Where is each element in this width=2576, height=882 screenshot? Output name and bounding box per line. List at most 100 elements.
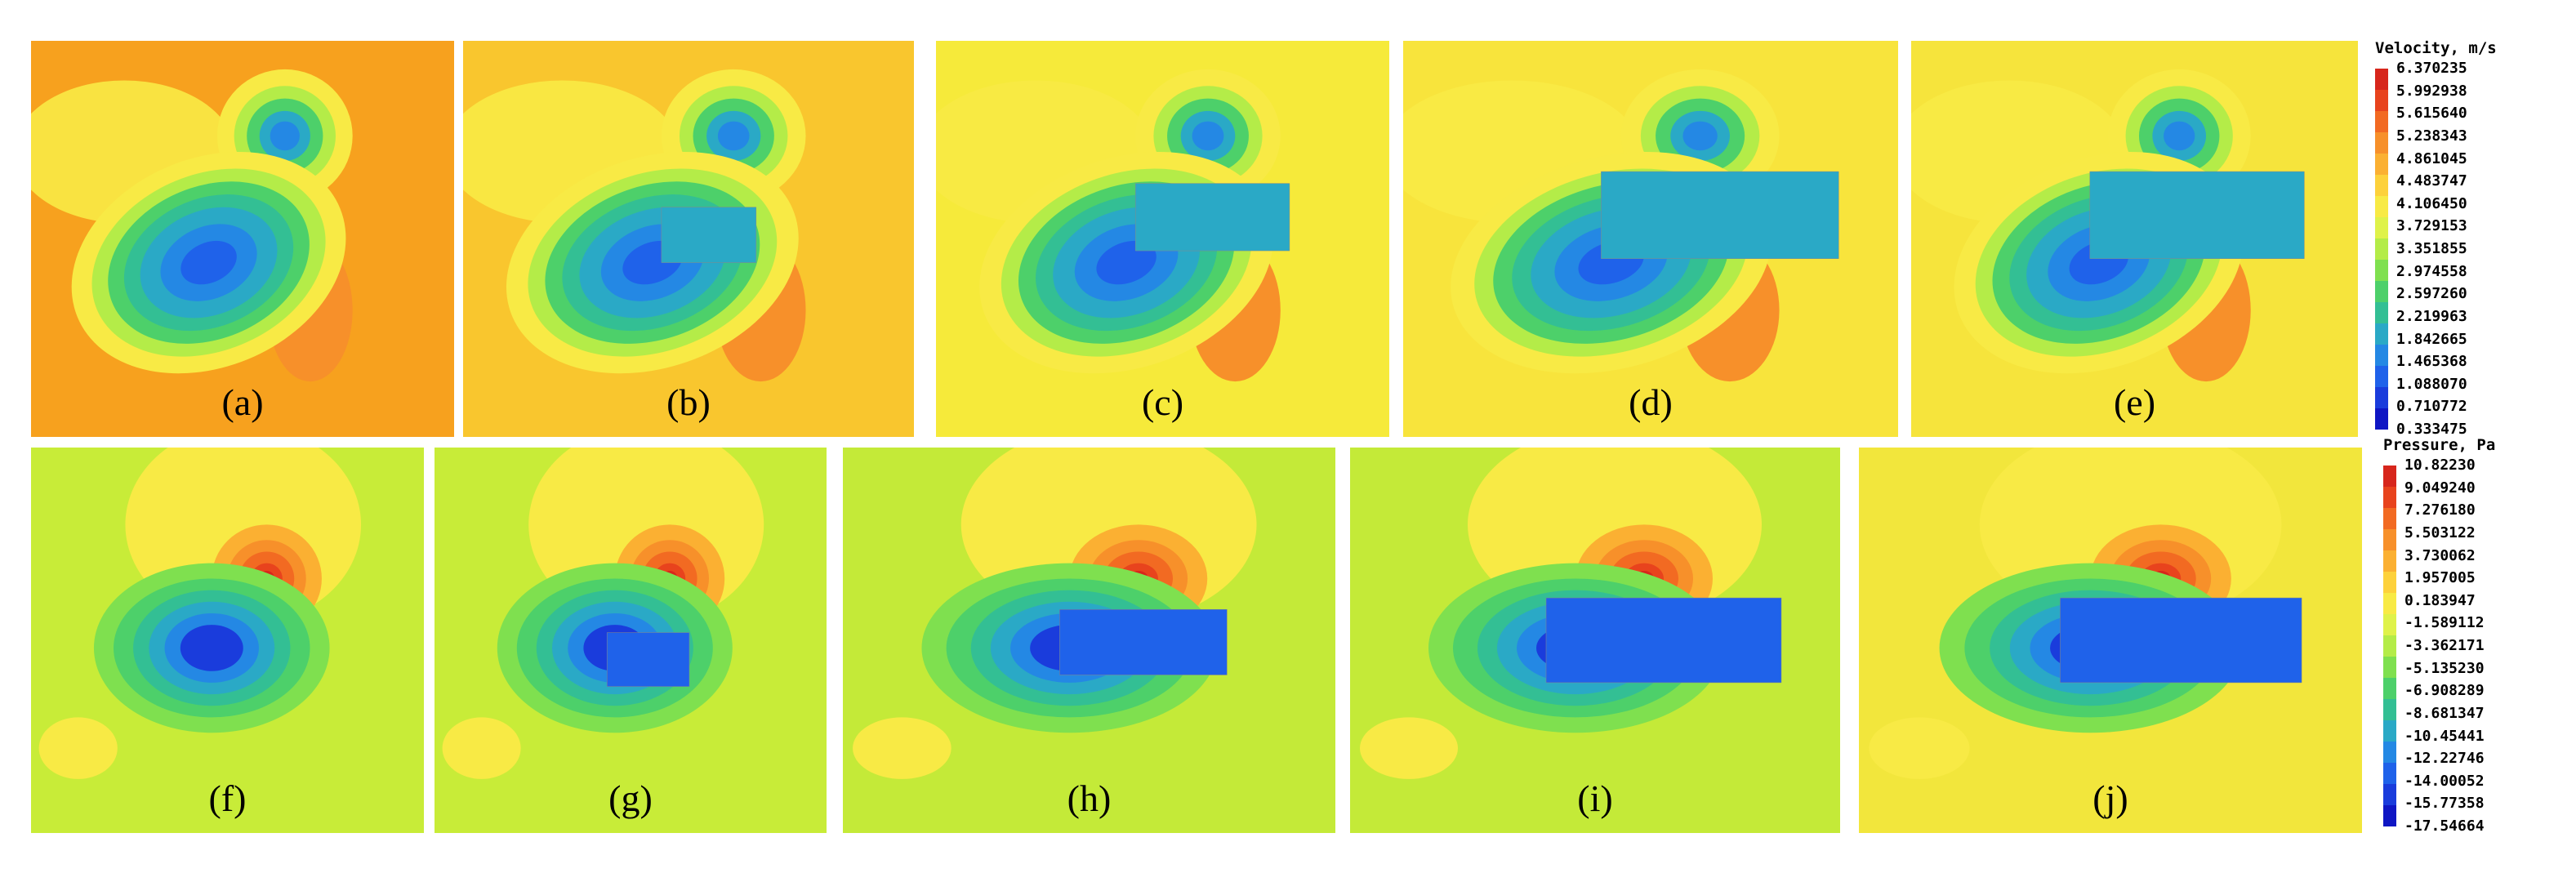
legend-tick-label: 3.351855 xyxy=(2396,240,2467,257)
colorbar-swatch xyxy=(2383,805,2396,826)
colorbar-swatch xyxy=(2375,387,2388,408)
legend-tick-label: 4.483747 xyxy=(2396,172,2467,190)
colorbar-swatch xyxy=(2375,132,2388,154)
pressure-panel-f: (f) xyxy=(31,448,424,833)
contour-lobe xyxy=(38,717,118,779)
colorbar-swatch xyxy=(2383,678,2396,699)
pressure-colorbar xyxy=(2383,466,2396,826)
legend-tick-label: -3.362171 xyxy=(2404,637,2485,654)
velocity-field-e xyxy=(1911,41,2358,437)
colorbar-swatch xyxy=(2375,217,2388,238)
colorbar-swatch xyxy=(2383,487,2396,508)
contour-ring xyxy=(1192,121,1224,151)
colorbar-swatch xyxy=(2375,260,2388,281)
contour-ring xyxy=(717,121,750,151)
colorbar-swatch xyxy=(2383,550,2396,572)
velocity-legend-title: Velocity, m/s xyxy=(2375,39,2497,57)
pressure-field-f xyxy=(31,448,424,833)
colorbar-swatch xyxy=(2375,238,2388,260)
colorbar-swatch xyxy=(2383,508,2396,529)
contour-wake xyxy=(180,240,237,285)
colorbar-swatch xyxy=(2375,281,2388,302)
legend-tick-label: 4.861045 xyxy=(2396,149,2467,167)
colorbar-swatch xyxy=(2375,111,2388,132)
contour-ring xyxy=(1682,121,1718,151)
colorbar-swatch xyxy=(2375,366,2388,387)
legend-tick-label: -1.589112 xyxy=(2404,614,2485,632)
legend-tick-label: 2.974558 xyxy=(2396,262,2467,280)
panel-label-i: (i) xyxy=(1577,777,1613,819)
legend-tick-label: 1.465368 xyxy=(2396,353,2467,371)
colorbar-swatch xyxy=(2375,196,2388,217)
velocity-panel-c: (c) xyxy=(936,41,1389,437)
colorbar-swatch xyxy=(2375,408,2388,430)
legend-tick-label: -17.54664 xyxy=(2404,817,2485,835)
pressure-panel-g: (g) xyxy=(435,448,827,833)
panel-label-e: (e) xyxy=(2113,381,2156,423)
legend-tick-label: 1.957005 xyxy=(2404,569,2476,587)
colorbar-swatch xyxy=(2383,699,2396,720)
velocity-field-c xyxy=(936,41,1389,437)
velocity-panel-e: (e) xyxy=(1911,41,2358,437)
pressure-panel-h: (h) xyxy=(843,448,1335,833)
colorbar-swatch xyxy=(2383,784,2396,805)
pressure-legend-title: Pressure, Pa xyxy=(2383,436,2496,454)
panel-label-d: (d) xyxy=(1629,381,1673,423)
colorbar-swatch xyxy=(2375,175,2388,196)
colorbar-swatch xyxy=(2375,302,2388,323)
colorbar-swatch xyxy=(2383,593,2396,614)
legend-tick-label: 5.503122 xyxy=(2404,523,2476,541)
velocity-panel-a: (a) xyxy=(31,41,454,437)
obstacle-box xyxy=(1059,609,1227,675)
colorbar-swatch xyxy=(2375,69,2388,90)
pressure-panel-j: (j) xyxy=(1859,448,2362,833)
contour-wake xyxy=(180,625,243,671)
colorbar-swatch xyxy=(2383,529,2396,550)
legend-tick-label: 0.333475 xyxy=(2396,421,2467,438)
velocity-colorbar xyxy=(2375,69,2388,430)
legend-tick-label: -15.77358 xyxy=(2404,795,2485,813)
contour-lobe xyxy=(1360,717,1458,779)
legend-tick-label: -12.22746 xyxy=(2404,750,2485,768)
velocity-legend: Velocity, m/s 6.370235 5.992938 5.615640 5.… xyxy=(2375,39,2571,439)
pressure-field-g xyxy=(435,448,827,833)
obstacle-box xyxy=(2060,598,2302,683)
legend-tick-label: 2.597260 xyxy=(2396,285,2467,303)
obstacle-box xyxy=(662,207,756,263)
legend-tick-label: 1.842665 xyxy=(2396,330,2467,348)
legend-tick-label: 5.615640 xyxy=(2396,105,2467,122)
velocity-field-d xyxy=(1403,41,1898,437)
contour-lobe xyxy=(442,717,521,779)
colorbar-swatch xyxy=(2375,154,2388,175)
legend-tick-label: 0.183947 xyxy=(2404,591,2476,609)
pressure-panel-i: (i) xyxy=(1350,448,1840,833)
panel-label-a: (a) xyxy=(221,381,264,423)
colorbar-swatch xyxy=(2383,742,2396,763)
obstacle-box xyxy=(1601,172,1838,259)
legend-tick-label: 2.219963 xyxy=(2396,307,2467,325)
legend-tick-label: -5.135230 xyxy=(2404,659,2485,677)
legend-tick-label: 0.710772 xyxy=(2396,398,2467,416)
legend-tick-label: -8.681347 xyxy=(2404,704,2485,722)
legend-tick-label: 9.049240 xyxy=(2404,479,2476,497)
pressure-legend: Pressure, Pa 10.82230 9.049240 7.276180 5.5… xyxy=(2383,436,2576,836)
obstacle-box xyxy=(1135,184,1290,251)
panel-label-c: (c) xyxy=(1141,381,1184,423)
colorbar-swatch xyxy=(2383,720,2396,742)
obstacle-box xyxy=(607,633,689,687)
legend-tick-label: 1.088070 xyxy=(2396,375,2467,393)
pressure-field-i xyxy=(1350,448,1840,833)
legend-tick-label: 3.730062 xyxy=(2404,546,2476,564)
colorbar-swatch xyxy=(2383,763,2396,784)
velocity-panel-d: (d) xyxy=(1403,41,1898,437)
colorbar-swatch xyxy=(2383,572,2396,593)
colorbar-swatch xyxy=(2375,90,2388,111)
panel-label-f: (f) xyxy=(208,777,247,819)
legend-tick-label: 10.82230 xyxy=(2404,457,2476,474)
contour-lobe xyxy=(853,717,952,779)
legend-tick-label: 5.238343 xyxy=(2396,127,2467,145)
colorbar-swatch xyxy=(2383,466,2396,487)
legend-tick-label: 4.106450 xyxy=(2396,194,2467,212)
contour-lobe xyxy=(1869,717,1970,779)
velocity-panel-b: (b) xyxy=(463,41,914,437)
